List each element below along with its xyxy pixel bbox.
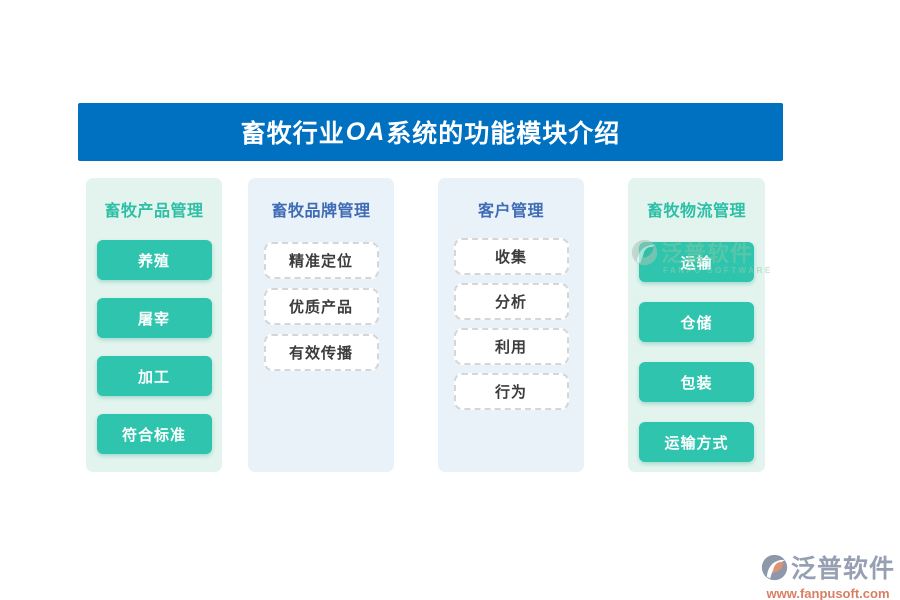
module-button-packaging[interactable]: 包装 (639, 362, 754, 402)
module-button-collection[interactable]: 收集 (453, 238, 569, 275)
module-button-standards-compliance[interactable]: 符合标准 (96, 414, 212, 454)
module-button-warehousing[interactable]: 仓储 (639, 302, 754, 342)
module-button-processing[interactable]: 加工 (96, 356, 212, 396)
panel-brand-management: 畜牧品牌管理 精准定位 优质产品 有效传播 (248, 178, 394, 472)
module-button-breeding[interactable]: 养殖 (96, 240, 212, 280)
watermark-footer: 泛普软件 www.fanpusoft.com (758, 549, 898, 600)
module-button-effective-communication[interactable]: 有效传播 (263, 334, 379, 371)
panel-title-logistics-management: 畜牧物流管理 (646, 203, 746, 220)
watermark-brand-text: 泛普软件 (790, 555, 895, 583)
page-title: 畜牧行业 OA 系统的功能模块介绍 (78, 103, 783, 161)
panel-title-customer-management: 客户管理 (477, 203, 544, 220)
panel-title-product-management: 畜牧产品管理 (104, 203, 204, 220)
panel-logistics-management: 畜牧物流管理 运输 仓储 包装 运输方式 (628, 178, 765, 472)
module-button-transport[interactable]: 运输 (639, 242, 754, 282)
button-group-product: 养殖 屠宰 加工 符合标准 (86, 240, 222, 454)
page-title-prefix: 畜牧行业 (240, 120, 345, 148)
fanpu-logo-icon (761, 554, 788, 580)
module-button-slaughter[interactable]: 屠宰 (96, 298, 212, 338)
button-group-logistics: 运输 仓储 包装 运输方式 (628, 242, 765, 462)
panel-product-management: 畜牧产品管理 养殖 屠宰 加工 符合标准 (86, 178, 222, 472)
module-button-behavior[interactable]: 行为 (453, 373, 569, 410)
module-button-transport-mode[interactable]: 运输方式 (639, 422, 754, 462)
button-group-brand: 精准定位 优质产品 有效传播 (248, 242, 394, 371)
page-title-oa: OA (345, 117, 386, 146)
module-button-utilization[interactable]: 利用 (453, 328, 569, 365)
module-button-analysis[interactable]: 分析 (453, 283, 569, 320)
page-title-suffix: 系统的功能模块介绍 (386, 120, 621, 148)
module-button-precise-positioning[interactable]: 精准定位 (263, 242, 379, 279)
watermark-url-text: www.fanpusoft.com (766, 586, 890, 600)
button-group-customer: 收集 分析 利用 行为 (438, 238, 584, 410)
panel-title-brand-management: 畜牧品牌管理 (271, 203, 371, 220)
module-button-quality-products[interactable]: 优质产品 (263, 288, 379, 325)
panel-customer-management: 客户管理 收集 分析 利用 行为 (438, 178, 584, 472)
